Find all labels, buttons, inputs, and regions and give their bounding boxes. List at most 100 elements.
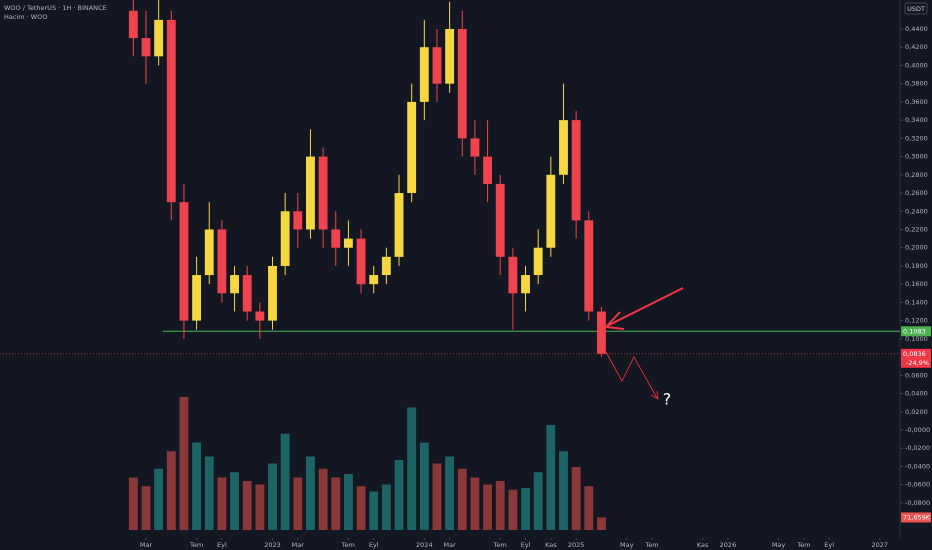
volume-bar (597, 517, 606, 530)
candle-body (217, 229, 227, 294)
y-tick-label: -0,0600 (905, 481, 930, 489)
volume-bar (255, 484, 265, 530)
candle-body (255, 311, 265, 321)
y-tick-label: 0,4000 (905, 61, 928, 69)
x-tick-label: Eyl (521, 541, 531, 549)
x-tick-label: Mar (140, 541, 153, 549)
x-tick-label: Eyl (369, 541, 379, 549)
y-tick-label: -0,0400 (905, 462, 930, 470)
x-tick-label: Tem (189, 541, 203, 549)
candle-body (166, 19, 176, 203)
y-tick-label: 0,3600 (905, 98, 928, 106)
drawings (603, 287, 684, 400)
volume-bar (204, 456, 214, 530)
y-tick-label: 0,2200 (905, 225, 928, 233)
x-tick-label: 2027 (871, 541, 888, 549)
candle-body (318, 156, 328, 230)
candle-body (280, 211, 290, 266)
candle-body (584, 220, 594, 312)
volume-bar (369, 491, 379, 530)
volume-bar (242, 481, 252, 530)
candle-body (394, 193, 404, 257)
currency-box[interactable] (904, 2, 928, 15)
volume-bar (356, 486, 366, 530)
y-tick-label: 0,1800 (905, 262, 928, 270)
x-tick-label: Tem (796, 541, 810, 549)
candle-body (356, 238, 366, 285)
projection-path (605, 351, 658, 399)
volume-bar (470, 477, 480, 530)
volume-bar (141, 486, 151, 530)
projection-head (650, 390, 659, 400)
volume-bar (432, 463, 442, 530)
y-tick-label: 0,2600 (905, 189, 928, 197)
y-tick-label: -0,0000 (905, 426, 930, 434)
volume-bar (445, 456, 455, 530)
candle-body (369, 275, 379, 285)
support-label: 0,1083 (903, 327, 926, 335)
price-label: 0,0836 (903, 350, 926, 358)
candle-body (419, 47, 429, 102)
candle-body (521, 275, 530, 294)
volume-bar (584, 486, 594, 530)
candle-body (192, 275, 202, 321)
y-tick-label: 0,0400 (905, 390, 928, 398)
y-tick-label: 0,1000 (905, 335, 928, 343)
volume-bar (571, 467, 581, 530)
volume-bar (381, 484, 391, 530)
y-tick-label: 0,3800 (905, 80, 928, 88)
annotation: ? (663, 390, 672, 409)
x-tick-label: 2024 (416, 541, 433, 549)
volume-bar (331, 477, 341, 530)
volume-bar (293, 477, 303, 530)
candle-body (432, 47, 442, 84)
price-change-label: -24,9% (906, 359, 929, 367)
y-tick-label: 0,1400 (905, 298, 928, 306)
x-tick-label: Eyl (824, 541, 834, 549)
arrow-shaft (606, 287, 684, 327)
y-tick-label: 0,0600 (905, 371, 928, 379)
y-tick-label: 0,3000 (905, 153, 928, 161)
volume-bar (230, 472, 239, 530)
candle-body (559, 120, 568, 175)
candle-body (293, 211, 303, 230)
volume-bar (508, 489, 518, 530)
y-tick-label: 0,2400 (905, 207, 928, 215)
x-tick-label: 2023 (264, 541, 281, 549)
volume-bar (559, 451, 568, 530)
y-tick-label: 0,0200 (905, 408, 928, 416)
volume-bar (217, 477, 227, 530)
volume-bar (268, 463, 277, 530)
y-tick-label: 0,4200 (905, 43, 928, 51)
y-tick-label: 0,2800 (905, 171, 928, 179)
candle-body (483, 156, 493, 184)
volume-bar (407, 407, 417, 530)
candle-body (407, 101, 417, 194)
candle-body (230, 275, 239, 294)
price-label-bg (901, 348, 931, 368)
candle-body (457, 28, 467, 139)
y-tick-label: 0,1200 (905, 317, 928, 325)
x-tick-label: Kas (545, 541, 557, 549)
x-tick-label: Kas (697, 541, 709, 549)
x-tick-label: 2026 (720, 541, 737, 549)
volume-title: Hacim · WOO (4, 13, 47, 21)
x-tick-label: May (620, 541, 634, 549)
candle-body (141, 38, 151, 57)
y-tick-label: 0,3400 (905, 116, 928, 124)
volume-bar (533, 472, 543, 530)
volume-bar (457, 468, 467, 530)
currency-label[interactable]: USDT (907, 5, 925, 13)
candle-body (508, 256, 518, 294)
x-tick-label: Mar (292, 541, 305, 549)
y-tick-label: -0,0800 (905, 499, 930, 507)
volume-bar (521, 488, 530, 530)
candle-body (331, 229, 341, 248)
volume-bar (495, 481, 505, 530)
chart-title: WOO / TetherUS · 1H · BINANCE (4, 4, 107, 12)
volume-bar (306, 456, 315, 530)
candle-body (306, 156, 315, 230)
candle-body (445, 28, 455, 84)
